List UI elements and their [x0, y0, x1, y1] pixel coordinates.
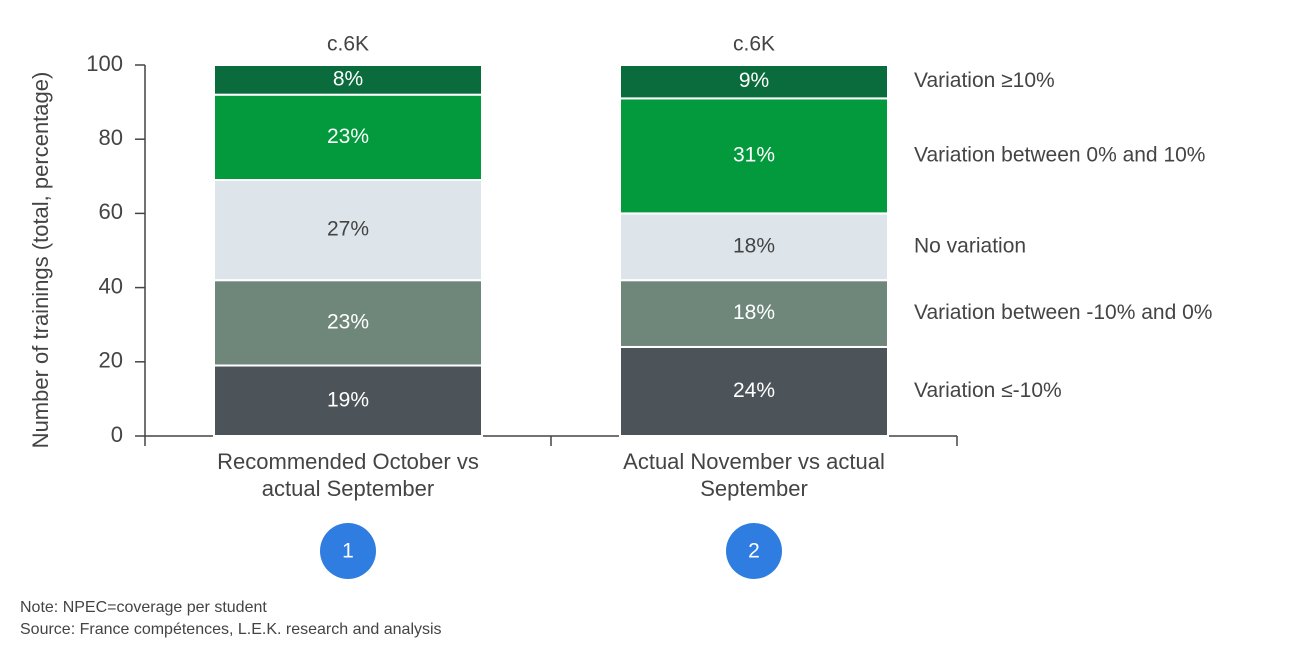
marker-circle [320, 523, 376, 579]
bar-segment [619, 279, 889, 348]
y-axis-label: Number of trainings (total, percentage) [28, 72, 53, 449]
x-tick-label: Actual November vs actual September [623, 449, 885, 501]
bar-segment [213, 279, 483, 367]
bar-segment [619, 97, 889, 215]
bar-segment [619, 345, 889, 437]
y-tick-label: 20 [99, 348, 123, 373]
legend-label: Variation ≥10% [914, 69, 1055, 92]
legend-label: Variation between 0% and 10% [914, 143, 1205, 166]
value-label: 23% [327, 310, 369, 333]
value-label: 24% [733, 379, 775, 402]
total-label: c.6K [733, 33, 775, 56]
note: Note: NPEC=coverage per student [20, 599, 267, 616]
legend-label: No variation [914, 234, 1026, 257]
x-tick-label: Recommended October vs actual September [217, 449, 479, 501]
bar-segment [213, 64, 483, 96]
value-label: 19% [327, 388, 369, 411]
legend-label: Variation between -10% and 0% [914, 301, 1212, 324]
value-label: 31% [733, 143, 775, 166]
marker-circle [726, 523, 782, 579]
y-tick-label: 0 [111, 422, 123, 447]
source: Source: France compétences, L.E.K. resea… [20, 621, 442, 638]
value-label: 18% [733, 301, 775, 324]
value-label: 9% [739, 69, 769, 92]
y-tick-label: 80 [99, 125, 123, 150]
marker-label: 1 [342, 540, 354, 563]
value-label: 27% [327, 218, 369, 241]
bar-segment [213, 179, 483, 282]
y-tick-label: 40 [99, 273, 123, 298]
value-label: 8% [333, 67, 363, 90]
y-tick-label: 60 [99, 199, 123, 224]
bar-segment [213, 93, 483, 182]
marker-label: 2 [748, 540, 760, 563]
total-label: c.6K [327, 33, 369, 56]
bar-segment [213, 364, 483, 438]
value-label: 23% [327, 125, 369, 148]
y-tick-label: 100 [86, 51, 123, 76]
legend-label: Variation ≤-10% [914, 379, 1062, 402]
value-label: 18% [733, 234, 775, 257]
bar-segment [619, 64, 889, 100]
